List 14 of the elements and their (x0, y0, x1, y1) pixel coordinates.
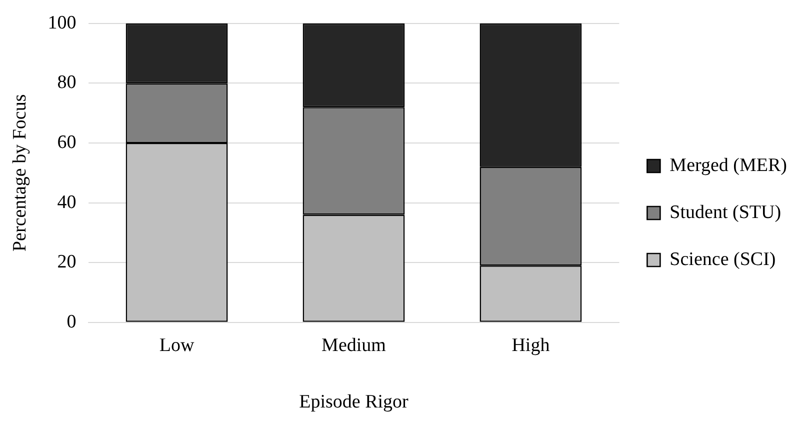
legend-label: Science (SCI) (670, 248, 776, 270)
y-tick-label: 60 (57, 132, 76, 153)
y-tick-label: 80 (57, 72, 76, 94)
y-tick-label: 100 (48, 12, 76, 34)
y-axis-title: Percentage by Focus (9, 94, 30, 252)
legend-label: Merged (MER) (670, 154, 788, 176)
y-tick-label: 0 (66, 311, 76, 332)
legend-label: Student (STU) (670, 202, 782, 223)
y-tick-label: 40 (57, 192, 76, 213)
x-axis-title: Episode Rigor (299, 392, 410, 413)
x-tick-label: Medium (322, 334, 386, 356)
y-tick-label: 20 (57, 252, 76, 273)
x-tick-label: High (512, 334, 550, 356)
x-tick-label: Low (159, 334, 194, 356)
